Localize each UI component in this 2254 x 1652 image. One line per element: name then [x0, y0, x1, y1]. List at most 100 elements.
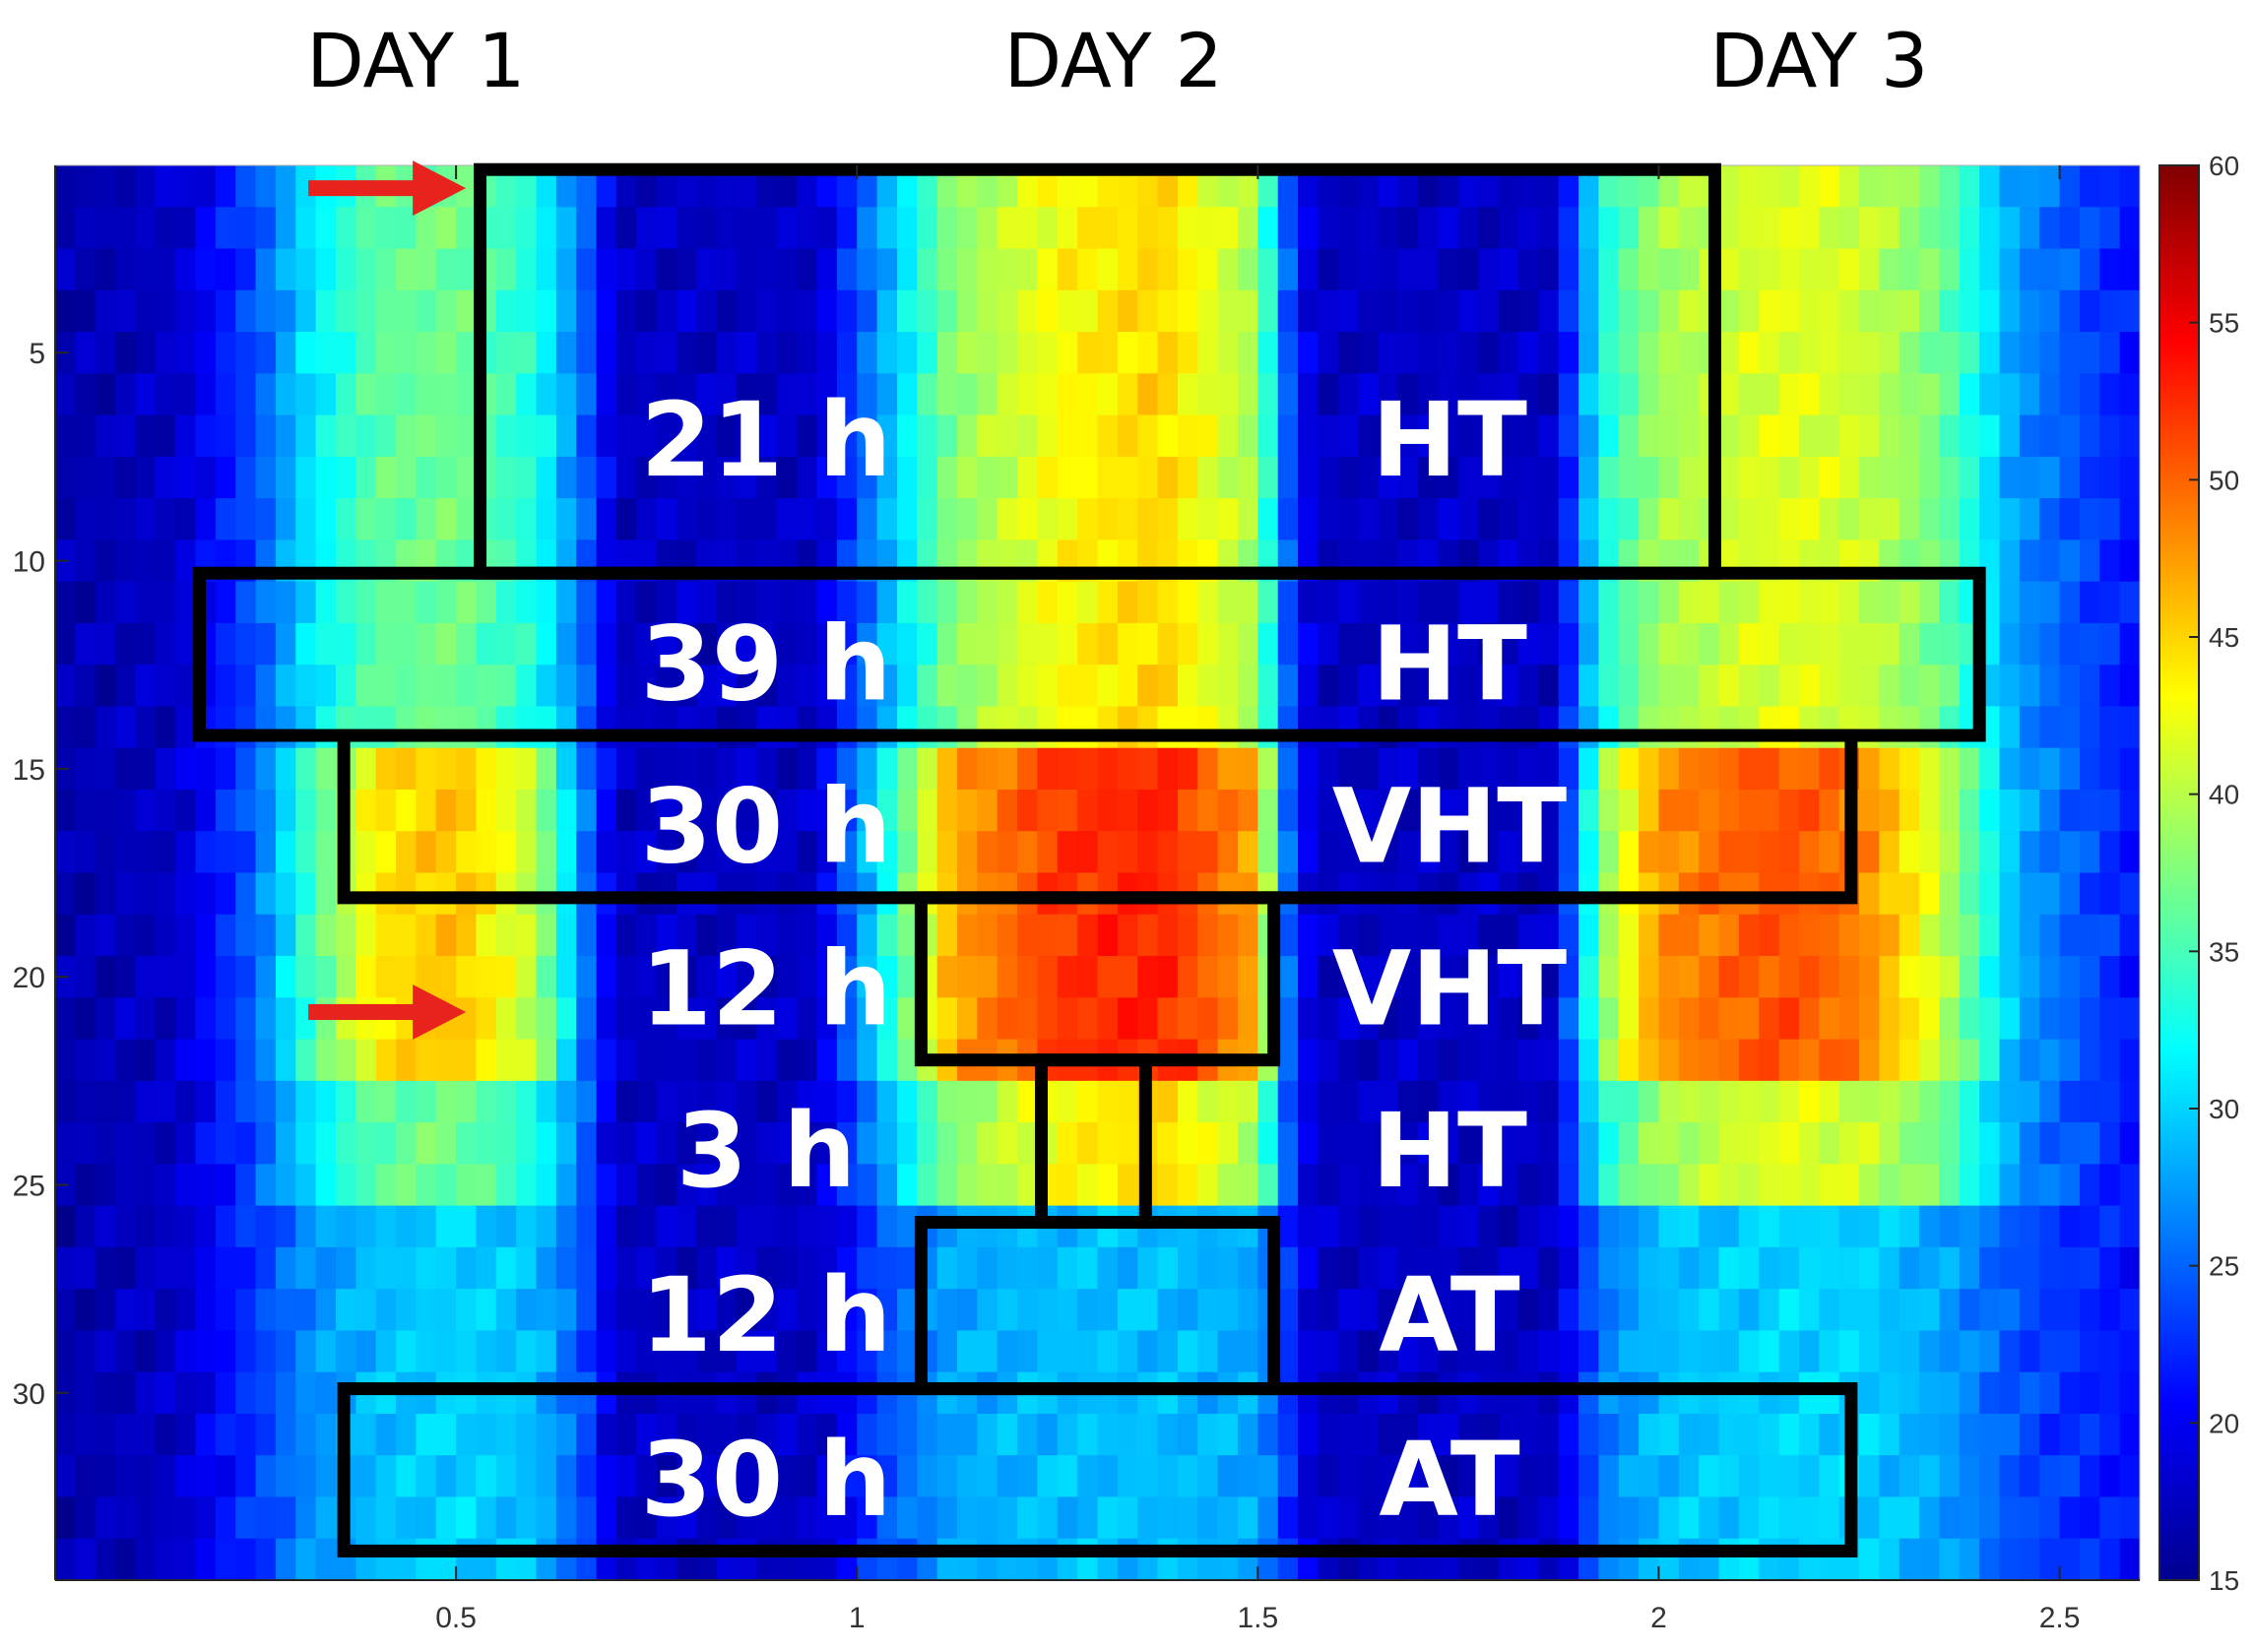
heatmap-cell — [1538, 914, 1560, 957]
heatmap-cell — [1337, 1205, 1359, 1248]
heatmap-cell — [1037, 332, 1059, 374]
heatmap-cell — [1457, 1039, 1479, 1082]
heatmap-cell — [555, 1122, 577, 1165]
heatmap-cell — [1457, 1289, 1479, 1332]
heatmap-cell — [776, 622, 798, 666]
heatmap-cell — [1318, 1496, 1339, 1540]
heatmap-cell — [836, 1164, 858, 1207]
heatmap-cell — [1337, 581, 1359, 624]
heatmap-cell — [1899, 622, 1920, 666]
heatmap-cell — [1197, 1122, 1219, 1165]
heatmap-cell — [536, 1413, 557, 1456]
heatmap-cell — [776, 1080, 798, 1123]
heatmap-cell — [1979, 498, 2001, 540]
heatmap-cell — [1718, 456, 1740, 499]
heatmap-cell — [1658, 914, 1680, 957]
heatmap-cell — [536, 414, 557, 458]
heatmap-cell — [2099, 456, 2121, 499]
heatmap-cell — [857, 1496, 878, 1540]
heatmap-cell — [495, 1496, 517, 1540]
heatmap-cell — [2019, 289, 2040, 333]
heatmap-cell — [1378, 831, 1399, 874]
heatmap-cell — [416, 956, 437, 998]
heatmap-cell — [936, 581, 958, 624]
heatmap-cell — [737, 1205, 758, 1248]
heatmap-cell — [636, 1039, 658, 1082]
heatmap-cell — [1699, 1246, 1720, 1290]
heatmap-cell — [1598, 207, 1620, 250]
heatmap-cell — [1097, 414, 1119, 458]
heatmap-cell — [615, 373, 637, 416]
heatmap-cell — [636, 665, 658, 708]
heatmap-cell — [576, 373, 598, 416]
heatmap-cell — [1919, 997, 1941, 1041]
heatmap-cell — [1819, 1289, 1840, 1332]
heatmap-cell — [1759, 456, 1780, 499]
heatmap-cell — [816, 1246, 838, 1290]
heatmap-cell — [1177, 622, 1198, 666]
heatmap-cell — [776, 1330, 798, 1373]
heatmap-cell — [1157, 1496, 1179, 1540]
heatmap-cell — [776, 789, 798, 832]
heatmap-cell — [1558, 207, 1579, 250]
heatmap-cell — [997, 747, 1018, 791]
heatmap-cell — [1598, 581, 1620, 624]
heatmap-cell — [1418, 914, 1440, 957]
heatmap-cell — [676, 1205, 697, 1248]
heatmap-cell — [1418, 831, 1440, 874]
heatmap-cell — [1298, 956, 1320, 998]
heatmap-cell — [1798, 665, 1820, 708]
heatmap-cell — [2059, 1413, 2081, 1456]
heatmap-cell — [295, 332, 317, 374]
heatmap-cell — [1538, 1164, 1560, 1207]
heatmap-cell — [1397, 332, 1419, 374]
heatmap-cell — [335, 456, 356, 499]
heatmap-cell — [836, 1289, 858, 1332]
heatmap-cell — [1899, 872, 1920, 916]
heatmap-cell — [1037, 373, 1059, 416]
heatmap-cell — [896, 289, 918, 333]
heatmap-cell — [1137, 373, 1159, 416]
heatmap-cell — [1759, 289, 1780, 333]
heatmap-cell — [1057, 914, 1078, 957]
heatmap-cell — [1257, 332, 1279, 374]
heatmap-cell — [1397, 747, 1419, 791]
heatmap-cell — [576, 581, 598, 624]
heatmap-cell — [1979, 1246, 2001, 1290]
heatmap-cell — [1838, 207, 1860, 250]
heatmap-cell — [1578, 1246, 1599, 1290]
heatmap-cell — [1538, 1205, 1560, 1248]
heatmap-cell — [737, 1413, 758, 1456]
heatmap-cell — [2059, 165, 2081, 208]
heatmap-cell — [315, 622, 337, 666]
heatmap-cell — [2039, 789, 2061, 832]
heatmap-cell — [1798, 914, 1820, 957]
heatmap-cell — [876, 1246, 898, 1290]
heatmap-cell — [876, 1080, 898, 1123]
heatmap-cell — [1819, 956, 1840, 998]
heatmap-cell — [1097, 1413, 1119, 1456]
heatmap-cell — [1037, 289, 1059, 333]
heatmap-cell — [876, 1455, 898, 1498]
heatmap-cell — [135, 1289, 157, 1332]
heatmap-cell — [295, 414, 317, 458]
heatmap-cell — [476, 622, 497, 666]
heatmap-cell — [2019, 1205, 2040, 1248]
heatmap-cell — [1879, 914, 1900, 957]
heatmap-cell — [115, 1455, 137, 1498]
heatmap-cell — [1759, 1413, 1780, 1456]
heatmap-cell — [1318, 1039, 1339, 1082]
heatmap-cell — [1017, 747, 1039, 791]
heatmap-cell — [997, 665, 1018, 708]
heatmap-cell — [2039, 498, 2061, 540]
heatmap-cell — [737, 1039, 758, 1082]
heatmap-cell — [95, 207, 116, 250]
heatmap-cell — [576, 1455, 598, 1498]
heatmap-cell — [1778, 622, 1800, 666]
heatmap-cell — [1097, 498, 1119, 540]
heatmap-cell — [235, 1538, 257, 1580]
heatmap-cell — [295, 1289, 317, 1332]
heatmap-cell — [355, 332, 377, 374]
heatmap-cell — [816, 914, 838, 957]
heatmap-cell — [55, 581, 76, 624]
